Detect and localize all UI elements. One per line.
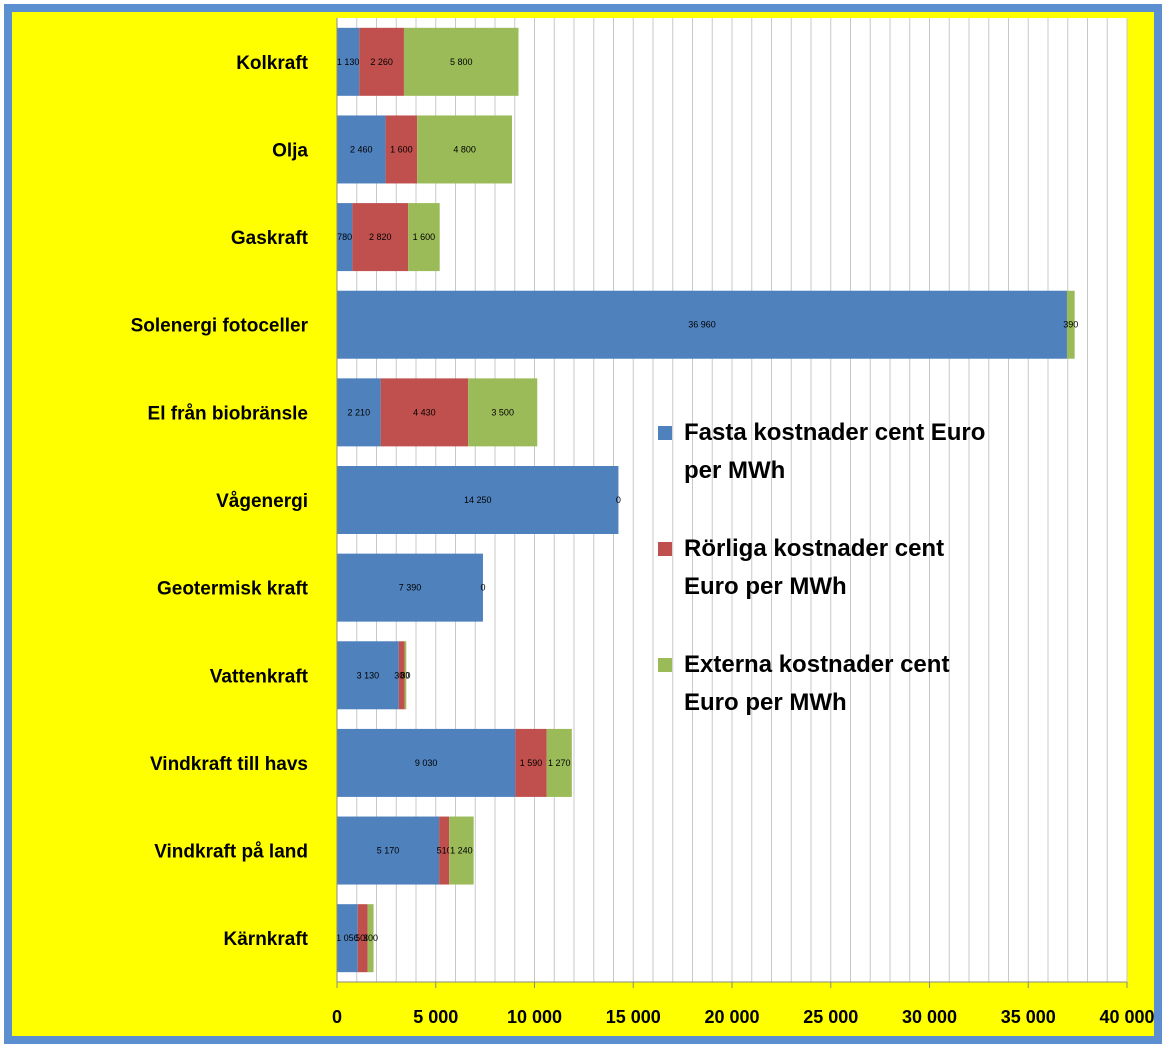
data-label: 1 270 bbox=[548, 758, 571, 768]
data-label: 780 bbox=[337, 232, 352, 242]
category-label: Vindkraft till havs bbox=[150, 754, 308, 775]
data-label: 0 bbox=[616, 495, 621, 505]
data-label: 510 bbox=[437, 846, 452, 856]
bar-segment-1 bbox=[337, 641, 399, 710]
bar-segment-3 bbox=[449, 816, 474, 885]
bar-segment-1 bbox=[337, 553, 483, 622]
x-tick-label: 25 000 bbox=[803, 1007, 858, 1027]
bar-segment-3 bbox=[468, 378, 538, 447]
bar-segment-1 bbox=[337, 115, 386, 184]
data-label: 2 260 bbox=[370, 57, 393, 67]
bar-segment-3 bbox=[546, 728, 572, 797]
data-label: 1 600 bbox=[413, 232, 436, 242]
bar-segment-3 bbox=[1066, 290, 1075, 359]
category-label: Geotermisk kraft bbox=[157, 579, 309, 600]
data-label: 300 bbox=[363, 933, 378, 943]
data-label: 2 210 bbox=[348, 407, 371, 417]
data-label: 1 590 bbox=[520, 758, 543, 768]
data-label: 1 600 bbox=[390, 144, 413, 154]
bar-segment-1 bbox=[337, 466, 619, 534]
data-label: 2 460 bbox=[350, 144, 373, 154]
bar-segment-1 bbox=[337, 728, 516, 797]
category-label: Vindkraft på land bbox=[154, 842, 308, 863]
x-tick-label: 10 000 bbox=[507, 1007, 562, 1027]
data-label: 4 800 bbox=[453, 144, 476, 154]
category-label: Solenergi fotoceller bbox=[131, 316, 309, 337]
bar-segment-2 bbox=[515, 728, 547, 797]
x-tick-label: 0 bbox=[332, 1007, 342, 1027]
data-label: 300 bbox=[394, 670, 409, 680]
bar-segment-1 bbox=[337, 290, 1067, 359]
legend-label: Fasta kostnader cent Euro bbox=[684, 419, 985, 446]
data-label: 1 240 bbox=[450, 846, 473, 856]
bar-segment-1 bbox=[337, 904, 358, 973]
data-label: 5 170 bbox=[377, 846, 400, 856]
data-label: 9 030 bbox=[415, 758, 438, 768]
legend-swatch-2 bbox=[658, 542, 672, 556]
data-label: 80 bbox=[401, 670, 411, 680]
data-label: 0 bbox=[480, 583, 485, 593]
data-label: 3 500 bbox=[491, 407, 514, 417]
legend-label: Externa kostnader cent bbox=[684, 651, 949, 678]
category-label: Gaskraft bbox=[231, 228, 309, 249]
x-tick-label: 15 000 bbox=[606, 1007, 661, 1027]
data-label: 500 bbox=[355, 933, 370, 943]
data-label: 5 800 bbox=[450, 57, 473, 67]
bar-segment-1 bbox=[337, 378, 381, 447]
category-label: Kärnkraft bbox=[224, 929, 309, 950]
data-label: 7 390 bbox=[399, 583, 422, 593]
category-label: Vattenkraft bbox=[210, 666, 309, 687]
x-tick-label: 5 000 bbox=[413, 1007, 458, 1027]
category-label: El från biobränsle bbox=[148, 403, 308, 424]
bar-segment-2 bbox=[357, 904, 368, 973]
data-label: 3 130 bbox=[357, 670, 380, 680]
bar-segment-3 bbox=[408, 203, 440, 272]
data-label: 1 130 bbox=[337, 57, 360, 67]
legend-label: Euro per MWh bbox=[684, 689, 847, 716]
bar-segment-2 bbox=[439, 816, 450, 885]
bar-segment-1 bbox=[337, 816, 440, 885]
x-tick-label: 35 000 bbox=[1001, 1007, 1056, 1027]
legend-label: Rörliga kostnader cent bbox=[684, 535, 944, 562]
legend-label: Euro per MWh bbox=[684, 573, 847, 600]
x-tick-label: 40 000 bbox=[1099, 1007, 1154, 1027]
bar-segment-3 bbox=[417, 115, 512, 184]
data-label: 2 820 bbox=[369, 232, 392, 242]
data-label: 4 430 bbox=[413, 407, 436, 417]
bar-segment-2 bbox=[398, 641, 405, 710]
bar-segment-2 bbox=[359, 27, 404, 96]
bar-segment-1 bbox=[337, 203, 353, 272]
data-label: 390 bbox=[1063, 320, 1078, 330]
bar-segment-2 bbox=[352, 203, 409, 272]
x-tick-label: 20 000 bbox=[704, 1007, 759, 1027]
bar-segment-3 bbox=[367, 904, 374, 973]
data-label: 1 050 bbox=[336, 933, 359, 943]
bar-segment-2 bbox=[385, 115, 418, 184]
category-label: Olja bbox=[272, 140, 308, 161]
legend-swatch-3 bbox=[658, 658, 672, 672]
legend-label: per MWh bbox=[684, 457, 785, 484]
bar-segment-1 bbox=[337, 27, 360, 96]
legend-swatch-1 bbox=[658, 426, 672, 440]
x-tick-label: 30 000 bbox=[902, 1007, 957, 1027]
bar-segment-3 bbox=[403, 27, 519, 96]
bar-segment-3 bbox=[404, 641, 407, 710]
data-label: 14 250 bbox=[464, 495, 492, 505]
data-label: 36 960 bbox=[688, 320, 716, 330]
category-label: Kolkraft bbox=[236, 53, 308, 74]
bar-segment-2 bbox=[380, 378, 469, 447]
category-label: Vågenergi bbox=[216, 491, 308, 512]
